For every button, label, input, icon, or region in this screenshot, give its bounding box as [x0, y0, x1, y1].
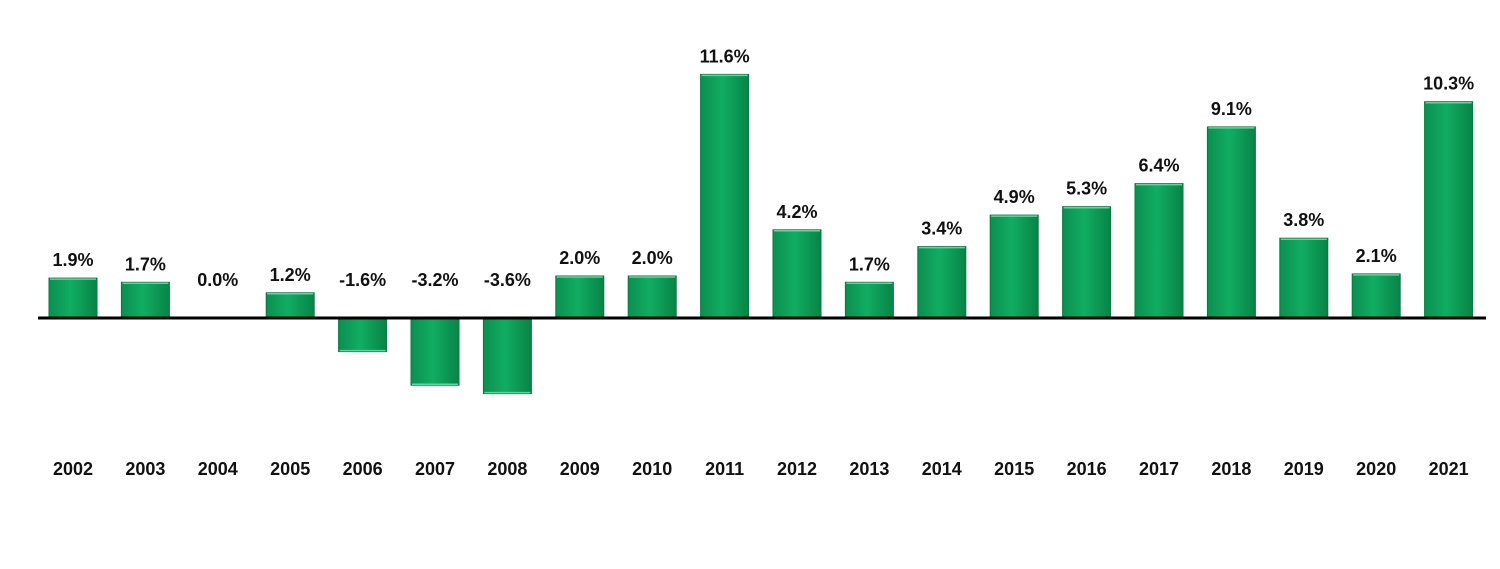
data-label-2010: 2.0%	[632, 248, 673, 268]
data-label-2011: 11.6%	[700, 46, 750, 66]
x-tick-label-2002: 2002	[53, 459, 93, 479]
data-label-2003: 1.7%	[125, 254, 166, 274]
bar-2020	[1351, 273, 1401, 319]
data-label-2017: 6.4%	[1138, 156, 1179, 176]
data-label-2007: -3.2%	[411, 270, 458, 290]
x-tick-label-2021: 2021	[1429, 459, 1469, 479]
bar-2009	[555, 275, 605, 319]
data-label-2015: 4.9%	[994, 187, 1035, 207]
x-tick-label-2016: 2016	[1067, 459, 1107, 479]
bar-2008	[482, 317, 532, 395]
data-label-2013: 1.7%	[849, 254, 890, 274]
bar-2002	[48, 277, 98, 319]
bar-2016	[1062, 206, 1112, 319]
x-tick-label-2015: 2015	[994, 459, 1034, 479]
x-tick-label-2005: 2005	[270, 459, 310, 479]
x-tick-label-2003: 2003	[125, 459, 165, 479]
bar-2007	[410, 317, 460, 386]
x-tick-label-2018: 2018	[1211, 459, 1251, 479]
data-label-2021: 10.3%	[1423, 74, 1474, 94]
bar-2012	[772, 229, 822, 319]
bar-2013	[844, 281, 894, 319]
x-tick-label-2019: 2019	[1284, 459, 1324, 479]
data-label-2012: 4.2%	[776, 202, 817, 222]
x-tick-label-2014: 2014	[922, 459, 962, 479]
data-label-2004: 0.0%	[197, 270, 238, 290]
data-label-2006: -1.6%	[339, 270, 386, 290]
x-tick-label-2011: 2011	[705, 459, 744, 479]
data-label-2002: 1.9%	[52, 250, 93, 270]
x-tick-label-2013: 2013	[849, 459, 889, 479]
bars-layer	[48, 73, 1474, 395]
bar-2003	[120, 281, 170, 319]
data-label-2020: 2.1%	[1356, 246, 1397, 266]
bar-2011	[700, 73, 750, 319]
x-tick-label-2017: 2017	[1139, 459, 1179, 479]
bar-2019	[1279, 237, 1329, 319]
data-label-2005: 1.2%	[270, 265, 311, 285]
bar-2017	[1134, 183, 1184, 319]
bar-2014	[917, 246, 967, 319]
x-tick-label-2012: 2012	[777, 459, 817, 479]
data-labels-layer: 1.9% 1.7% 0.0% 1.2% -1.6% -3.2% -3.6% 2.0% 2.0% 1…	[52, 46, 1474, 290]
bar-2015	[989, 214, 1039, 319]
x-tick-label-2007: 2007	[415, 459, 455, 479]
data-label-2018: 9.1%	[1211, 99, 1252, 119]
data-label-2008: -3.6%	[484, 270, 531, 290]
bar-2018	[1206, 126, 1256, 319]
x-tick-label-2020: 2020	[1356, 459, 1396, 479]
bar-2006	[338, 317, 388, 353]
x-tick-label-2008: 2008	[487, 459, 527, 479]
data-label-2009: 2.0%	[559, 248, 600, 268]
x-tick-label-2006: 2006	[343, 459, 383, 479]
bar-2010	[627, 275, 677, 319]
data-label-2019: 3.8%	[1283, 210, 1324, 230]
data-label-2016: 5.3%	[1066, 179, 1107, 199]
x-tick-label-2010: 2010	[632, 459, 672, 479]
x-tick-label-2009: 2009	[560, 459, 600, 479]
bar-2021	[1424, 101, 1474, 319]
x-tick-label-2004: 2004	[198, 459, 238, 479]
x-tick-labels-layer: 2002 2003 2004 2005 2006 2007 2008 2009 2010 2011…	[53, 459, 1469, 479]
bar-2005	[265, 292, 315, 319]
data-label-2014: 3.4%	[921, 219, 962, 239]
